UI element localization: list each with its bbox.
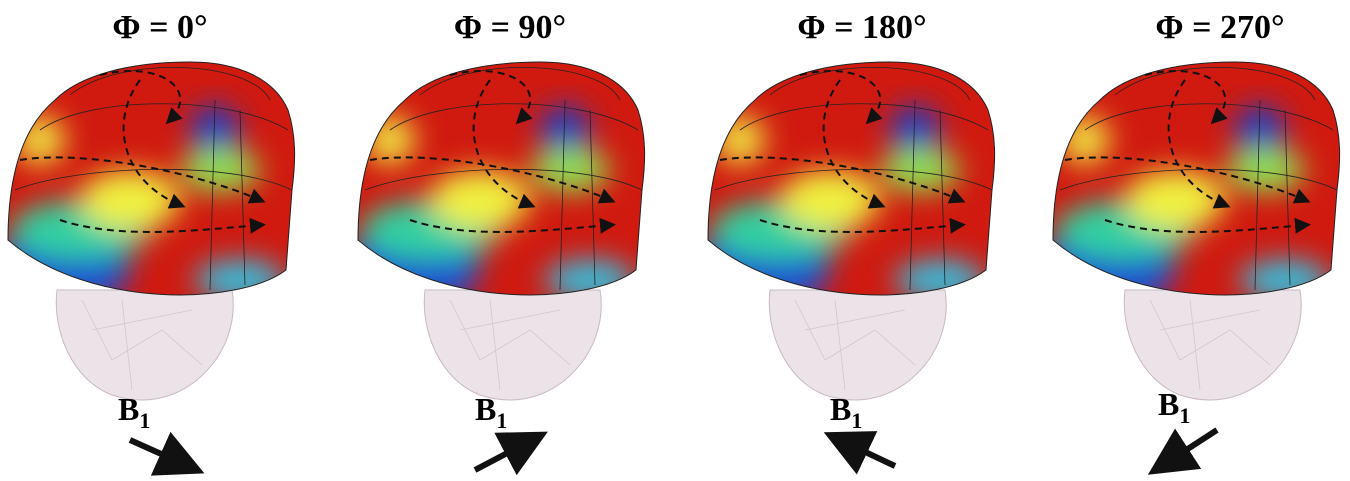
b1-arrow — [130, 440, 188, 466]
label-text: B — [830, 391, 851, 427]
panel-title: Φ = 270° — [1155, 9, 1284, 46]
label-text: B — [1158, 386, 1179, 422]
panel: Φ = 0° B1 — [0, 9, 300, 466]
label-text: 1 — [139, 408, 150, 433]
label-text: B — [475, 391, 496, 427]
head-model — [1124, 290, 1301, 400]
panel: Φ = 270° B1 — [1035, 9, 1345, 465]
panel-title: Φ = 0° — [112, 9, 207, 46]
panel-title: Φ = 90° — [454, 9, 566, 46]
head-model — [56, 290, 233, 400]
label-text: B — [118, 391, 139, 427]
b1-arrow — [840, 440, 895, 466]
panel-title: Φ = 180° — [797, 9, 926, 46]
label-text: 1 — [1179, 403, 1190, 428]
label-text: 1 — [496, 408, 507, 433]
figure: Φ = 0° B1 Φ = 90° B1 Φ = 180° B1 Φ = 270… — [0, 0, 1350, 481]
b1-arrow — [1163, 430, 1217, 465]
helmet-map — [340, 55, 650, 315]
head-model — [424, 290, 601, 400]
helmet-map — [0, 55, 300, 315]
b1-arrow — [475, 440, 532, 470]
label-text: 1 — [851, 408, 862, 433]
head-model — [769, 290, 946, 400]
helmet-map — [690, 55, 1000, 315]
helmet-map — [1035, 55, 1345, 315]
panel: Φ = 90° B1 — [340, 9, 650, 470]
panel: Φ = 180° B1 — [690, 9, 1000, 466]
